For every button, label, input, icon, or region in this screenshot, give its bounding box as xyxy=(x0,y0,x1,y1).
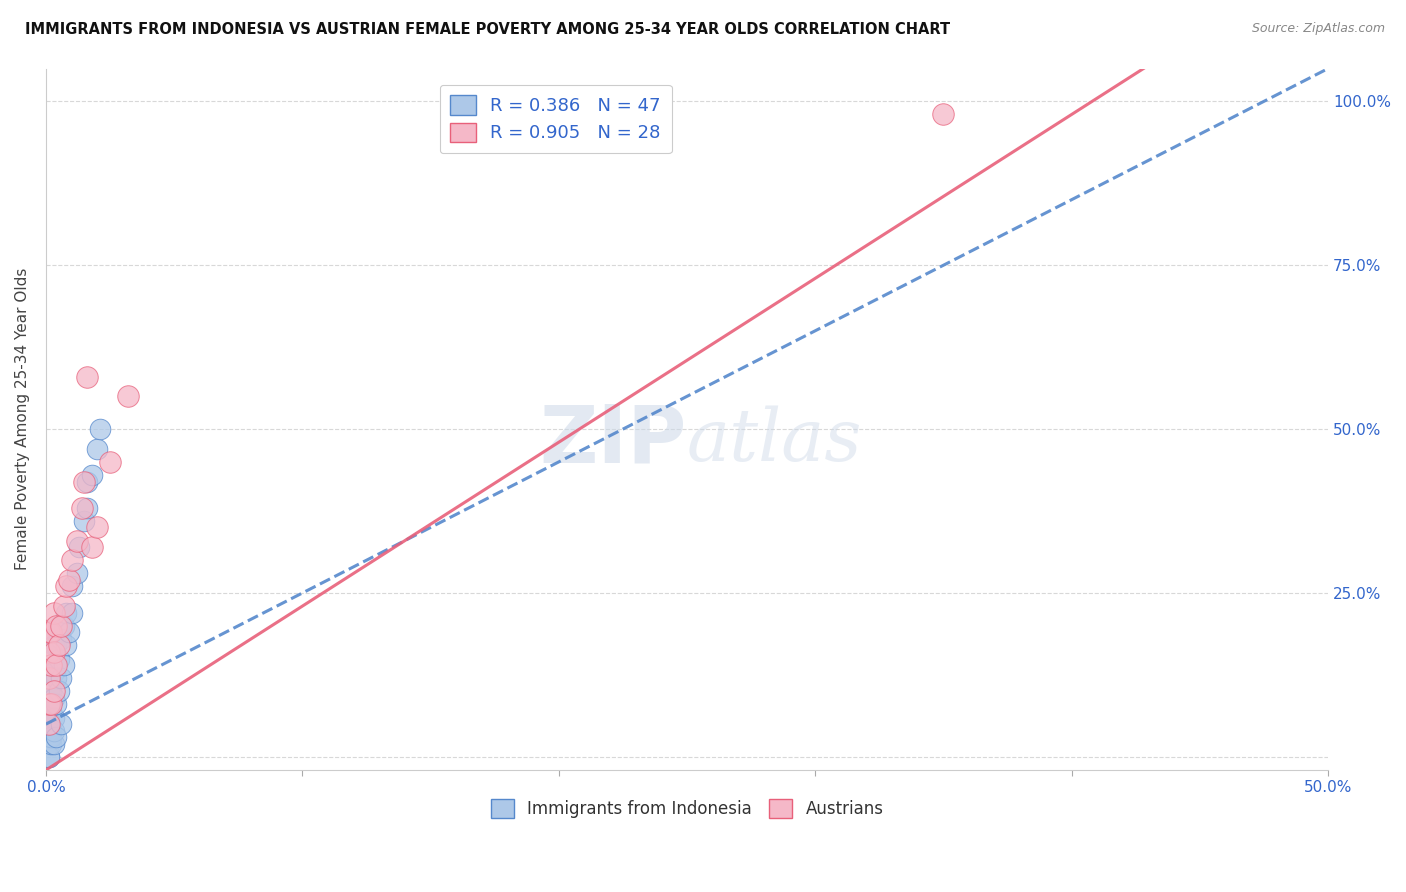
Point xyxy=(39,730,62,744)
Point xyxy=(38,665,60,679)
Point xyxy=(76,369,98,384)
Point xyxy=(76,475,98,489)
Point xyxy=(39,658,62,673)
Point xyxy=(82,540,104,554)
Point xyxy=(42,690,65,705)
Point xyxy=(48,639,70,653)
Point xyxy=(45,639,67,653)
Point xyxy=(38,737,60,751)
Point xyxy=(39,684,62,698)
Text: ZIP: ZIP xyxy=(540,401,688,479)
Point xyxy=(66,566,89,581)
Point xyxy=(38,698,60,712)
Point xyxy=(38,750,60,764)
Point xyxy=(52,658,75,673)
Point xyxy=(42,665,65,679)
Point xyxy=(67,540,90,554)
Point xyxy=(42,645,65,659)
Point xyxy=(48,651,70,665)
Point xyxy=(82,467,104,482)
Point xyxy=(42,723,65,738)
Text: Source: ZipAtlas.com: Source: ZipAtlas.com xyxy=(1251,22,1385,36)
Point xyxy=(52,619,75,633)
Point xyxy=(42,710,65,724)
Point xyxy=(51,671,73,685)
Point xyxy=(42,684,65,698)
Point xyxy=(38,750,60,764)
Point xyxy=(39,632,62,646)
Y-axis label: Female Poverty Among 25-34 Year Olds: Female Poverty Among 25-34 Year Olds xyxy=(15,268,30,571)
Point xyxy=(39,704,62,718)
Point xyxy=(73,475,96,489)
Point xyxy=(39,698,62,712)
Point xyxy=(38,684,60,698)
Point xyxy=(38,671,60,685)
Point xyxy=(39,723,62,738)
Point xyxy=(58,625,80,640)
Point xyxy=(38,625,60,640)
Point xyxy=(70,500,93,515)
Point xyxy=(86,442,108,456)
Point xyxy=(38,723,60,738)
Point xyxy=(55,579,77,593)
Point xyxy=(55,606,77,620)
Point xyxy=(86,520,108,534)
Point xyxy=(42,737,65,751)
Text: IMMIGRANTS FROM INDONESIA VS AUSTRIAN FEMALE POVERTY AMONG 25-34 YEAR OLDS CORRE: IMMIGRANTS FROM INDONESIA VS AUSTRIAN FE… xyxy=(25,22,950,37)
Point xyxy=(45,658,67,673)
Point xyxy=(98,455,121,469)
Point xyxy=(38,717,60,731)
Point xyxy=(60,553,83,567)
Point xyxy=(42,639,65,653)
Point xyxy=(38,704,60,718)
Text: atlas: atlas xyxy=(688,405,862,475)
Point xyxy=(45,730,67,744)
Point xyxy=(73,514,96,528)
Point xyxy=(51,632,73,646)
Point xyxy=(932,107,955,121)
Point xyxy=(60,606,83,620)
Point xyxy=(60,579,83,593)
Point xyxy=(89,422,111,436)
Point xyxy=(39,658,62,673)
Point xyxy=(76,500,98,515)
Point xyxy=(38,645,60,659)
Point xyxy=(42,606,65,620)
Point xyxy=(48,684,70,698)
Point xyxy=(52,599,75,613)
Point xyxy=(39,625,62,640)
Point xyxy=(39,737,62,751)
Point xyxy=(58,573,80,587)
Point xyxy=(38,717,60,731)
Point xyxy=(45,698,67,712)
Point xyxy=(38,730,60,744)
Point xyxy=(55,639,77,653)
Point xyxy=(45,671,67,685)
Point xyxy=(51,717,73,731)
Point xyxy=(48,619,70,633)
Point xyxy=(51,619,73,633)
Point xyxy=(117,389,139,403)
Legend: Immigrants from Indonesia, Austrians: Immigrants from Indonesia, Austrians xyxy=(484,793,890,825)
Point xyxy=(66,533,89,548)
Point xyxy=(45,619,67,633)
